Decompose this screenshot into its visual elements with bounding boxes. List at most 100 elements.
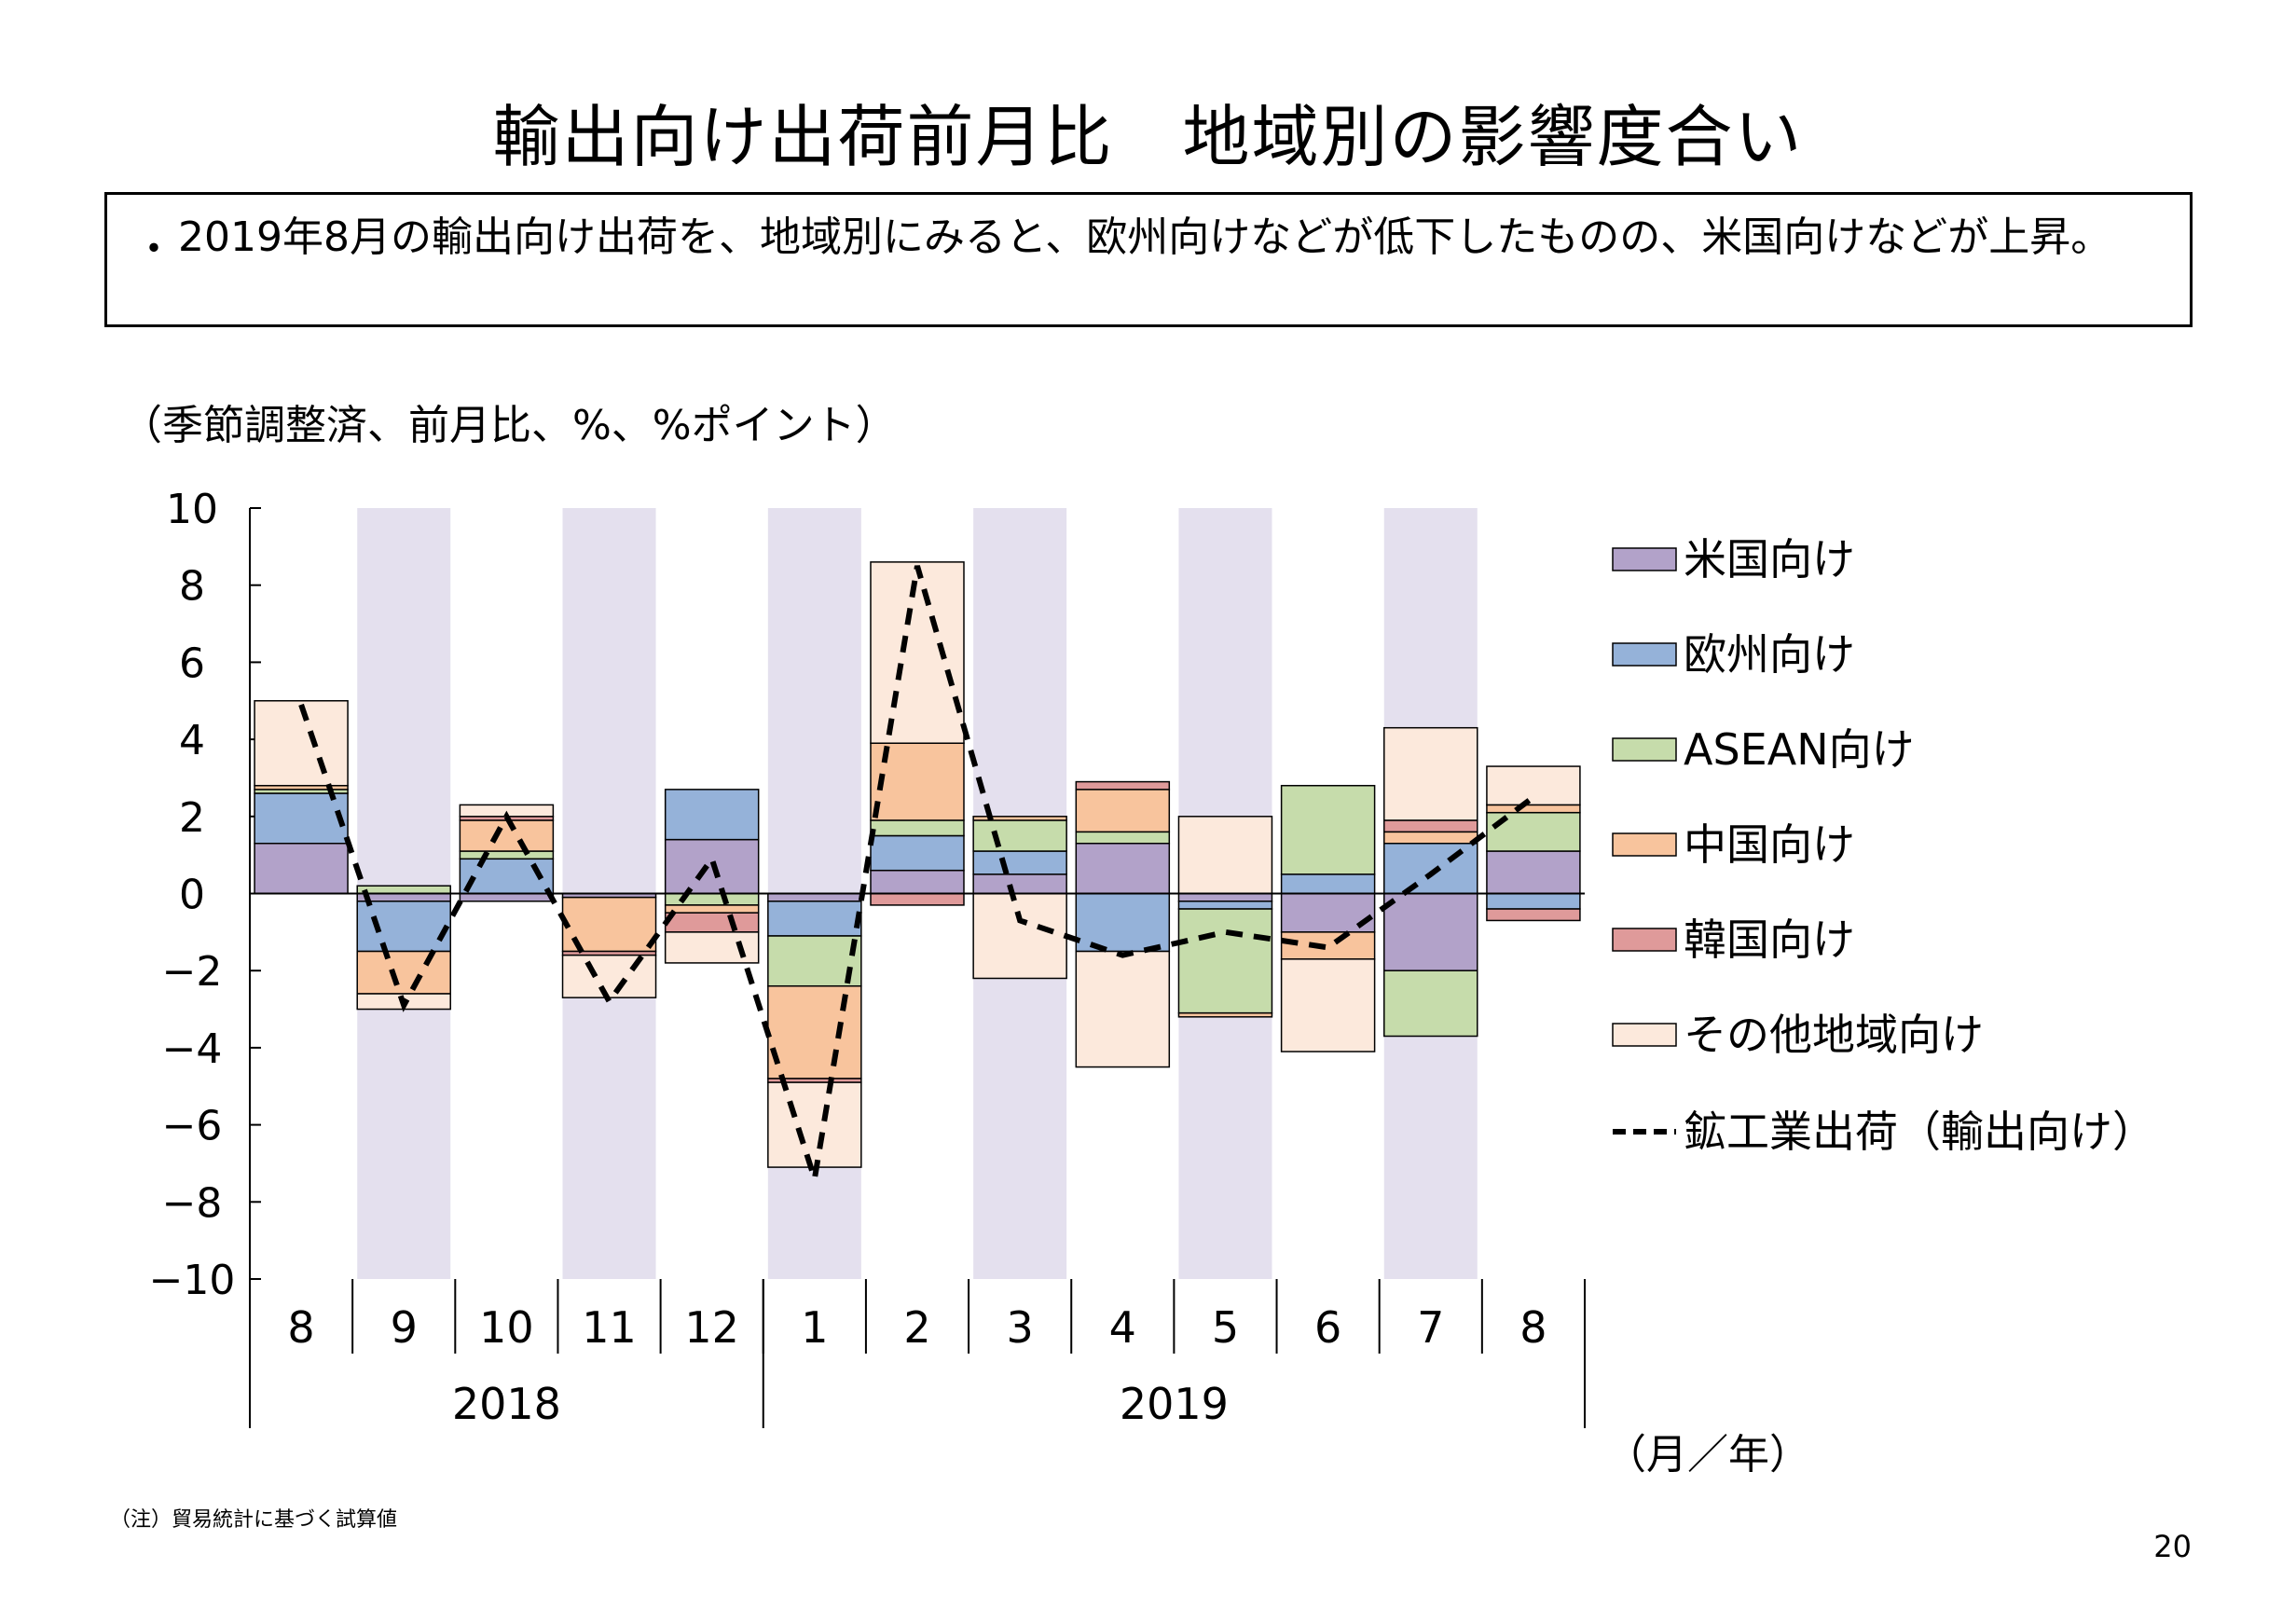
x-tick-label: 4 [1109,1302,1136,1353]
bar-segment [1177,901,1273,910]
bar-segment [1383,842,1478,895]
y-tick-label: −8 [162,1179,223,1227]
x-tick-label: 1 [801,1302,828,1353]
bar-segment [1486,850,1581,895]
legend-swatch [1612,832,1677,857]
y-tick-label: 0 [179,872,205,919]
page-number: 20 [2153,1529,2192,1564]
y-tick-label: 10 [166,486,218,533]
bar-segment [1280,931,1376,960]
bar-segment [459,892,555,902]
legend-label: 鉱工業出荷（輸出向け） [1684,1107,2155,1157]
bar-segment [870,892,965,906]
bar-segment [1280,784,1376,875]
x-tick-label: 10 [479,1302,534,1353]
y-tick-label: 2 [179,794,205,842]
x-tick-label: 2 [903,1302,930,1353]
bar-segment [1383,831,1478,845]
x-axis-label: （月／年） [1605,1431,1810,1479]
bar-segment [1486,765,1581,806]
y-tick-label: −2 [162,948,223,996]
x-tick-label: 6 [1314,1302,1341,1353]
bar-segment [1486,908,1581,922]
legend-swatch [1612,928,1677,952]
bar-segment [664,912,760,933]
legend-swatch [1612,642,1677,667]
year-label: 2018 [452,1379,561,1429]
bar-segment [1075,950,1171,1068]
bar-segment [356,950,451,995]
bar-segment [870,869,965,895]
legend-label: 韓国向け [1684,915,1855,965]
x-tick-label: 7 [1417,1302,1444,1353]
legend-swatch [1612,1023,1677,1047]
bar-segment [356,901,451,953]
legend-label: 米国向け [1684,534,1855,585]
bar-segment [561,954,657,998]
bar-segment [1486,804,1581,814]
footnote: （注）貿易統計に基づく試算値 [110,1508,398,1532]
year-label: 2019 [1120,1379,1229,1429]
bar-segment [356,892,451,902]
y-tick-label: −6 [162,1103,223,1150]
bar-segment [254,842,349,895]
bar-segment [1075,842,1171,895]
x-tick-label: 3 [1007,1302,1034,1353]
bar-segment [767,892,862,902]
bar-segment [1075,780,1171,791]
bar-segment [1383,726,1478,821]
legend-swatch [1612,737,1677,762]
bar-segment [1280,958,1376,1052]
unit-label: （季節調整済、前月比、%、%ポイント） [121,402,897,449]
y-tick-label: −4 [162,1025,223,1073]
summary-bullet: ・ [133,226,174,273]
bar-segment [459,819,555,852]
bar-segment [1177,908,1273,1014]
y-tick-label: 6 [179,640,205,687]
export-shipments-line [298,565,1535,1180]
bar-segment [664,789,760,841]
bar-segment [459,850,555,860]
bar-segment [1486,892,1581,910]
bar-segment [767,901,862,937]
bar-segment [1383,892,1478,971]
bar-segment [972,892,1067,980]
bar-segment [1280,873,1376,895]
x-tick-label: 12 [684,1302,739,1353]
bar-segment [1075,789,1171,833]
bar-segment [870,819,965,837]
bar-segment [1383,819,1478,833]
legend-label: 中国向け [1684,819,1855,870]
legend-label: ASEAN向け [1684,724,1915,775]
bar-segment [664,931,760,964]
bar-segment [254,700,349,787]
bar-segment [1177,892,1273,902]
bar-segment [972,819,1067,852]
bar-segment [1075,892,1171,953]
summary-text: 2019年8月の輸出向け出荷を、地域別にみると、欧州向けなどが低下したものの、米… [178,213,2112,261]
y-tick-label: −10 [149,1257,236,1304]
legend-label: その他地域向け [1684,1010,1984,1060]
bar-segment [1383,970,1478,1038]
bar-segment [1177,816,1273,895]
bar-segment [254,792,349,845]
x-tick-label: 8 [1519,1302,1547,1353]
bar-segment [1075,831,1171,845]
bar-segment [870,834,965,872]
x-tick-label: 11 [582,1302,637,1353]
y-tick-label: 8 [179,563,205,611]
page-title: 輸出向け出荷前月比 地域別の影響度合い [492,98,1804,176]
bar-segment [664,904,760,914]
bar-segment [767,1081,862,1168]
bar-segment [870,561,965,744]
x-tick-label: 5 [1212,1302,1239,1353]
y-tick-label: 4 [179,717,205,764]
bar-segment [972,873,1067,895]
bar-segment [1177,1011,1273,1018]
bar-segment [972,816,1067,821]
bar-segment [356,885,451,895]
x-tick-label: 8 [287,1302,314,1353]
bar-segment [972,850,1067,875]
bar-segment [664,892,760,906]
